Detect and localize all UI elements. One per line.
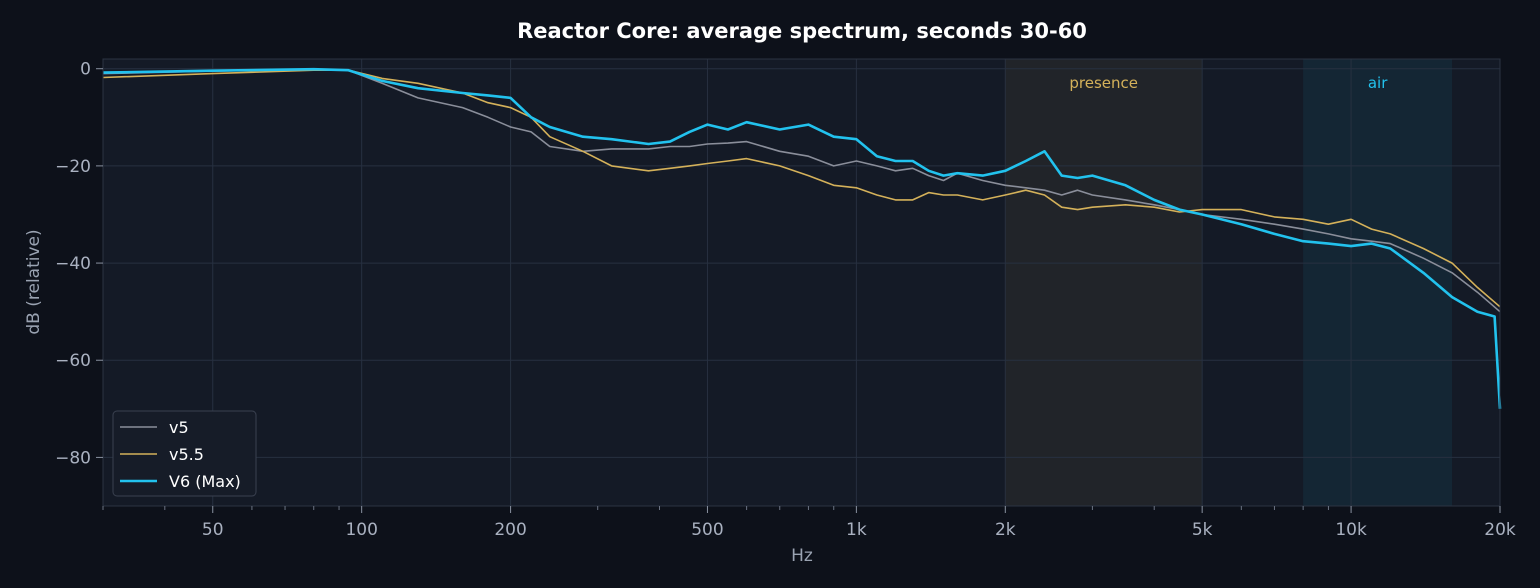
y-axis-label: dB (relative) [24, 229, 44, 334]
x-tick-label: 50 [202, 520, 224, 540]
series-lines [102, 67, 1502, 409]
y-tick-label: −60 [55, 351, 91, 371]
plot-frame [102, 58, 1501, 507]
x-tick-label: 200 [494, 520, 526, 540]
x-tick-label: 500 [691, 520, 723, 540]
x-tick-label: 100 [345, 520, 377, 540]
x-tick-label: 5k [1192, 520, 1213, 540]
x-tick-label: 10k [1335, 520, 1367, 540]
series-line-1 [102, 69, 1501, 308]
band-label-air: air [1368, 74, 1388, 92]
legend-box [112, 410, 257, 497]
legend: v5 v5.5 V6 (Max) [112, 410, 257, 497]
x-tick-label: 2k [995, 520, 1016, 540]
axes: 50 100 200 500 1k 2k 5k 10k 20k 0 −20 −40 −60 −80 [55, 60, 1516, 540]
frequency-bands: presence air [1005, 59, 1453, 506]
legend-label-2: V6 (Max) [169, 472, 241, 491]
x-axis-label: Hz [791, 546, 813, 566]
series-line-2 [102, 67, 1502, 409]
band-presence [1005, 59, 1203, 506]
x-tick-label: 20k [1484, 520, 1516, 540]
band-air [1303, 59, 1453, 506]
band-label-presence: presence [1069, 74, 1138, 92]
y-tick-label: −80 [55, 448, 91, 468]
y-tick-label: −20 [55, 157, 91, 177]
y-tick-label: 0 [80, 60, 91, 80]
x-tick-label: 1k [846, 520, 867, 540]
chart-title: Reactor Core: average spectrum, seconds … [517, 19, 1087, 43]
legend-label-1: v5.5 [169, 445, 204, 464]
y-tick-label: −40 [55, 254, 91, 274]
series-line-0 [102, 68, 1501, 313]
grid-lines [103, 59, 1501, 506]
legend-label-0: v5 [169, 418, 189, 437]
plot-area [103, 59, 1500, 506]
